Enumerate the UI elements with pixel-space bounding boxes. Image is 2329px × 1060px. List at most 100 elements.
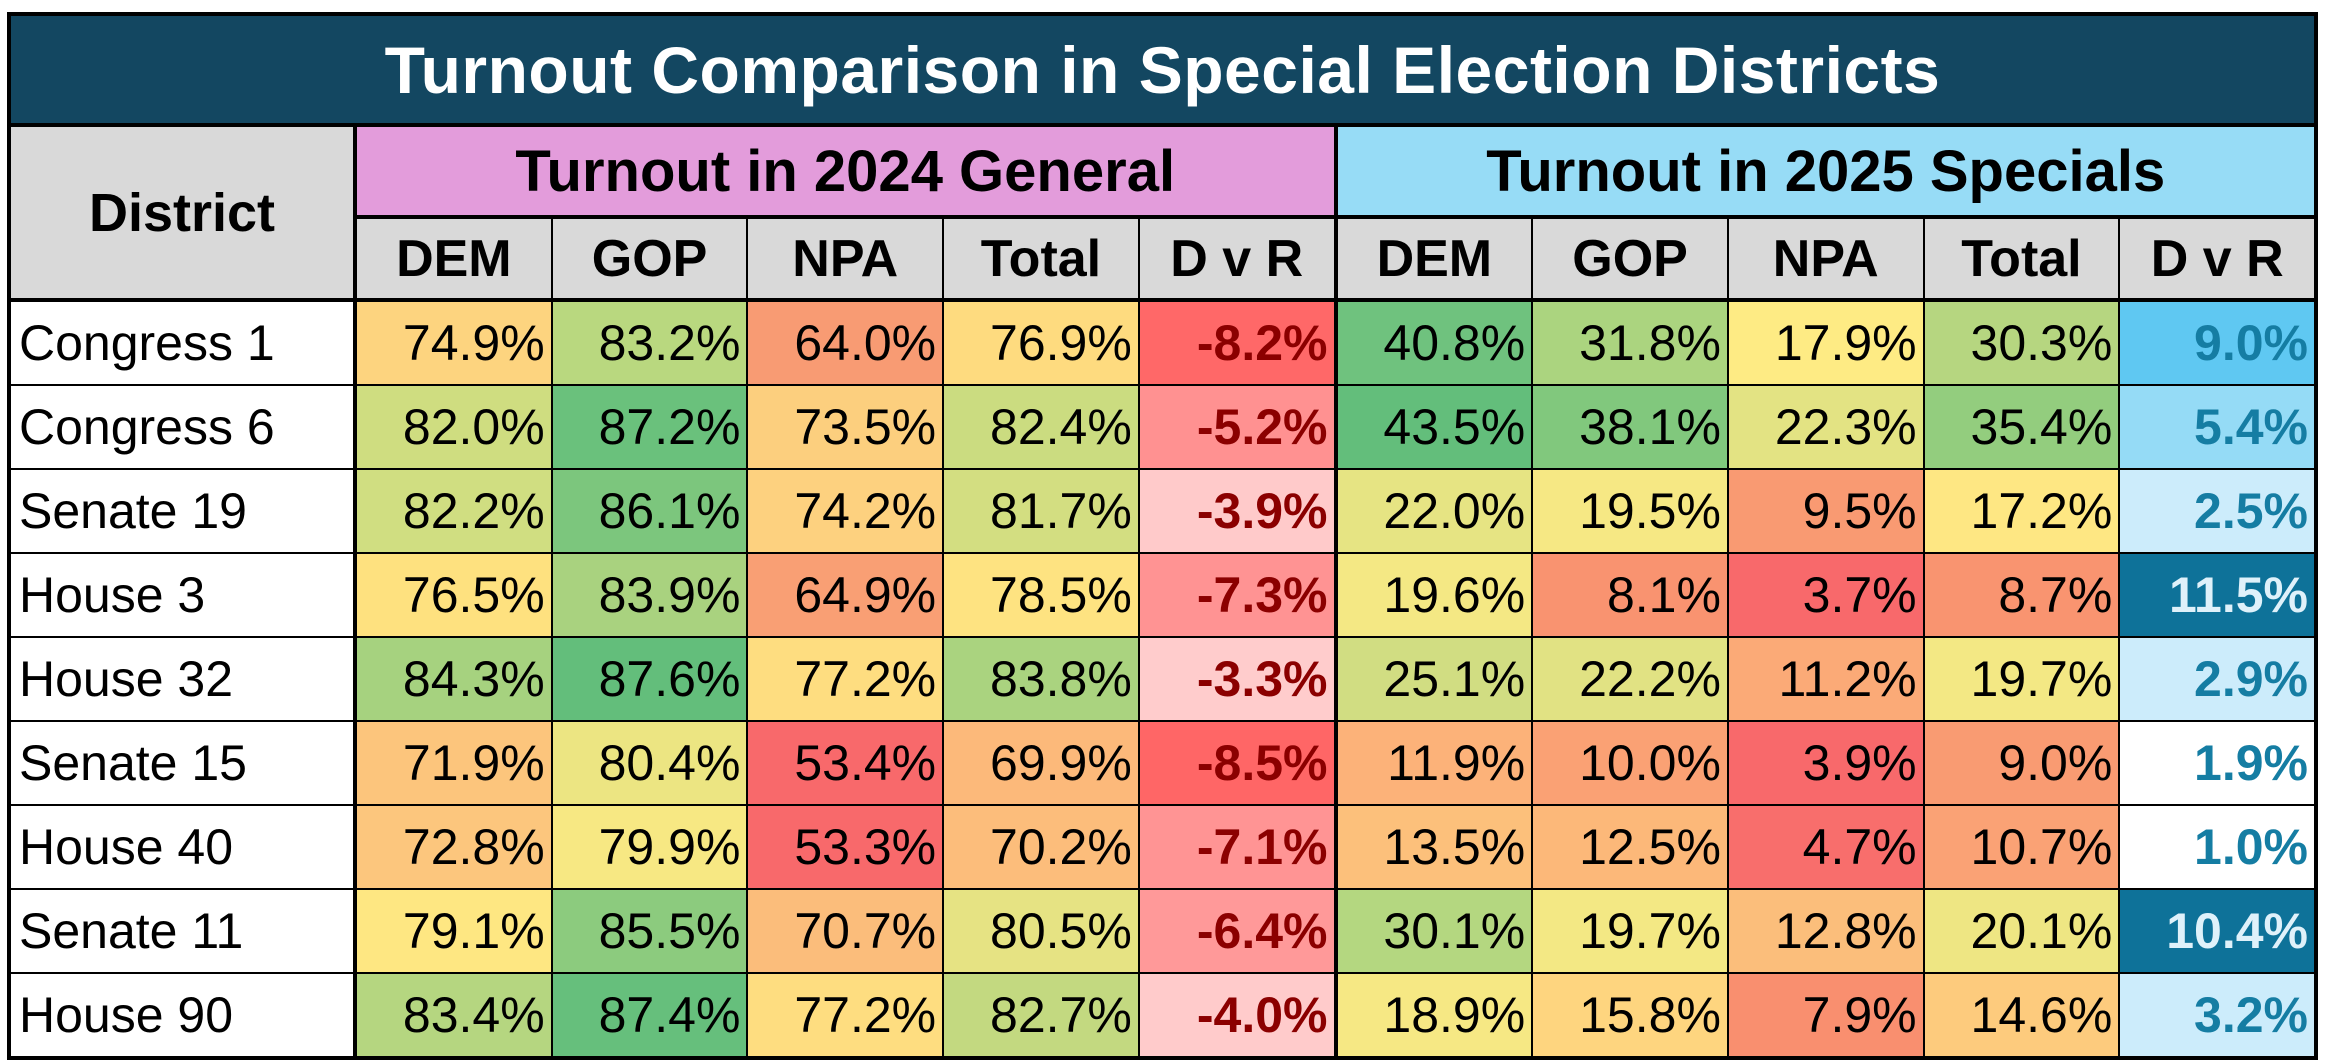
cell-dvr-2024: -3.3% [1137, 638, 1334, 720]
cell-dem-2024: 76.5% [357, 554, 551, 636]
district-name: House 32 [11, 638, 357, 720]
district-name: Senate 15 [11, 722, 357, 804]
col-header-dem-2025: DEM [1337, 219, 1532, 298]
cells-2024: 72.8% 79.9% 53.3% 70.2% -7.1% [357, 806, 1334, 888]
district-name: House 3 [11, 554, 357, 636]
column-groups: Turnout in 2024 General DEM GOP NPA Tota… [357, 127, 2315, 298]
cell-gop-2024: 87.4% [550, 974, 747, 1056]
cells-2025: 19.6% 8.1% 3.7% 8.7% 11.5% [1333, 554, 2315, 636]
cell-dem-2025: 25.1% [1337, 638, 1532, 720]
cell-npa-2024: 70.7% [746, 890, 943, 972]
cell-dvr-2025: 1.0% [2118, 806, 2315, 888]
cell-npa-2025: 12.8% [1726, 890, 1923, 972]
cell-dem-2025: 13.5% [1337, 806, 1532, 888]
cell-gop-2025: 10.0% [1531, 722, 1727, 804]
cell-dvr-2025: 9.0% [2118, 302, 2315, 384]
cell-total-2024: 82.7% [942, 974, 1138, 1056]
col-header-dvr-2025: D v R [2118, 219, 2315, 298]
turnout-table: Turnout Comparison in Special Election D… [7, 12, 2318, 1060]
cells-2025: 22.0% 19.5% 9.5% 17.2% 2.5% [1333, 470, 2315, 552]
district-name: Congress 6 [11, 386, 357, 468]
cell-npa-2024: 74.2% [746, 470, 943, 552]
cell-dem-2025: 43.5% [1337, 386, 1532, 468]
cell-gop-2025: 31.8% [1531, 302, 1727, 384]
cells-2024: 82.0% 87.2% 73.5% 82.4% -5.2% [357, 386, 1334, 468]
cell-npa-2024: 64.0% [746, 302, 943, 384]
cell-dvr-2024: -3.9% [1137, 470, 1334, 552]
cell-total-2025: 9.0% [1922, 722, 2119, 804]
cell-total-2024: 78.5% [942, 554, 1138, 636]
cell-gop-2024: 83.2% [550, 302, 747, 384]
cell-total-2024: 83.8% [942, 638, 1138, 720]
cell-gop-2024: 85.5% [550, 890, 747, 972]
cell-dem-2025: 11.9% [1337, 722, 1532, 804]
cell-npa-2025: 11.2% [1726, 638, 1923, 720]
cell-total-2025: 14.6% [1922, 974, 2119, 1056]
cell-dvr-2024: -4.0% [1137, 974, 1334, 1056]
district-name: House 90 [11, 974, 357, 1056]
cell-npa-2024: 53.3% [746, 806, 943, 888]
cells-2024: 83.4% 87.4% 77.2% 82.7% -4.0% [357, 974, 1334, 1056]
cell-total-2025: 8.7% [1922, 554, 2119, 636]
cell-total-2025: 19.7% [1922, 638, 2119, 720]
col-header-dem-2024: DEM [357, 219, 551, 298]
col-header-total-2024: Total [942, 219, 1138, 298]
cell-npa-2025: 3.9% [1726, 722, 1923, 804]
cell-total-2025: 17.2% [1922, 470, 2119, 552]
cell-dvr-2025: 3.2% [2118, 974, 2315, 1056]
cells-2025: 25.1% 22.2% 11.2% 19.7% 2.9% [1333, 638, 2315, 720]
col-header-dvr-2024: D v R [1137, 219, 1334, 298]
district-name: House 40 [11, 806, 357, 888]
cell-gop-2025: 15.8% [1531, 974, 1727, 1056]
cell-gop-2025: 22.2% [1531, 638, 1727, 720]
cells-2025: 43.5% 38.1% 22.3% 35.4% 5.4% [1333, 386, 2315, 468]
cell-dem-2025: 40.8% [1337, 302, 1532, 384]
cell-dvr-2025: 10.4% [2118, 890, 2315, 972]
col-header-gop-2024: GOP [550, 219, 747, 298]
cell-npa-2024: 77.2% [746, 638, 943, 720]
cells-2024: 82.2% 86.1% 74.2% 81.7% -3.9% [357, 470, 1334, 552]
table-row: House 40 72.8% 79.9% 53.3% 70.2% -7.1% 13.5% 12… [11, 806, 2315, 890]
cell-gop-2025: 38.1% [1531, 386, 1727, 468]
cells-2024: 76.5% 83.9% 64.9% 78.5% -7.3% [357, 554, 1334, 636]
table-row: House 3 76.5% 83.9% 64.9% 78.5% -7.3% 19.6% 8.1… [11, 554, 2315, 638]
cell-gop-2024: 80.4% [550, 722, 747, 804]
group-2024-general: Turnout in 2024 General DEM GOP NPA Tota… [357, 127, 1334, 298]
cell-dem-2024: 83.4% [357, 974, 551, 1056]
cell-dem-2025: 19.6% [1337, 554, 1532, 636]
cell-total-2024: 69.9% [942, 722, 1138, 804]
cell-dem-2025: 30.1% [1337, 890, 1532, 972]
group-title-2024: Turnout in 2024 General [357, 127, 1334, 219]
cell-dem-2024: 71.9% [357, 722, 551, 804]
cell-dvr-2025: 11.5% [2118, 554, 2315, 636]
cell-npa-2025: 17.9% [1726, 302, 1923, 384]
cells-2024: 74.9% 83.2% 64.0% 76.9% -8.2% [357, 302, 1334, 384]
table-row: Senate 15 71.9% 80.4% 53.4% 69.9% -8.5% 11.9% 1… [11, 722, 2315, 806]
district-name: Senate 19 [11, 470, 357, 552]
cell-dvr-2024: -5.2% [1137, 386, 1334, 468]
cell-npa-2025: 9.5% [1726, 470, 1923, 552]
cell-dvr-2024: -6.4% [1137, 890, 1334, 972]
header-row: District Turnout in 2024 General DEM GOP… [11, 127, 2315, 302]
table-row: Senate 19 82.2% 86.1% 74.2% 81.7% -3.9% 22.0% 1… [11, 470, 2315, 554]
cell-total-2024: 76.9% [942, 302, 1138, 384]
col-header-npa-2025: NPA [1726, 219, 1923, 298]
cell-dem-2024: 72.8% [357, 806, 551, 888]
cell-gop-2025: 19.5% [1531, 470, 1727, 552]
cell-gop-2025: 19.7% [1531, 890, 1727, 972]
group-title-2025: Turnout in 2025 Specials [1337, 127, 2314, 219]
cell-gop-2024: 87.2% [550, 386, 747, 468]
cell-npa-2025: 3.7% [1726, 554, 1923, 636]
cell-gop-2024: 87.6% [550, 638, 747, 720]
cell-dvr-2024: -7.3% [1137, 554, 1334, 636]
cell-dvr-2025: 1.9% [2118, 722, 2315, 804]
table-body: Congress 1 74.9% 83.2% 64.0% 76.9% -8.2% 40.8%… [11, 302, 2315, 1056]
cell-dvr-2025: 2.9% [2118, 638, 2315, 720]
cell-npa-2025: 22.3% [1726, 386, 1923, 468]
cell-npa-2024: 53.4% [746, 722, 943, 804]
cell-dem-2024: 79.1% [357, 890, 551, 972]
cell-total-2024: 82.4% [942, 386, 1138, 468]
cells-2024: 79.1% 85.5% 70.7% 80.5% -6.4% [357, 890, 1334, 972]
cell-total-2025: 10.7% [1922, 806, 2119, 888]
cell-total-2025: 35.4% [1922, 386, 2119, 468]
